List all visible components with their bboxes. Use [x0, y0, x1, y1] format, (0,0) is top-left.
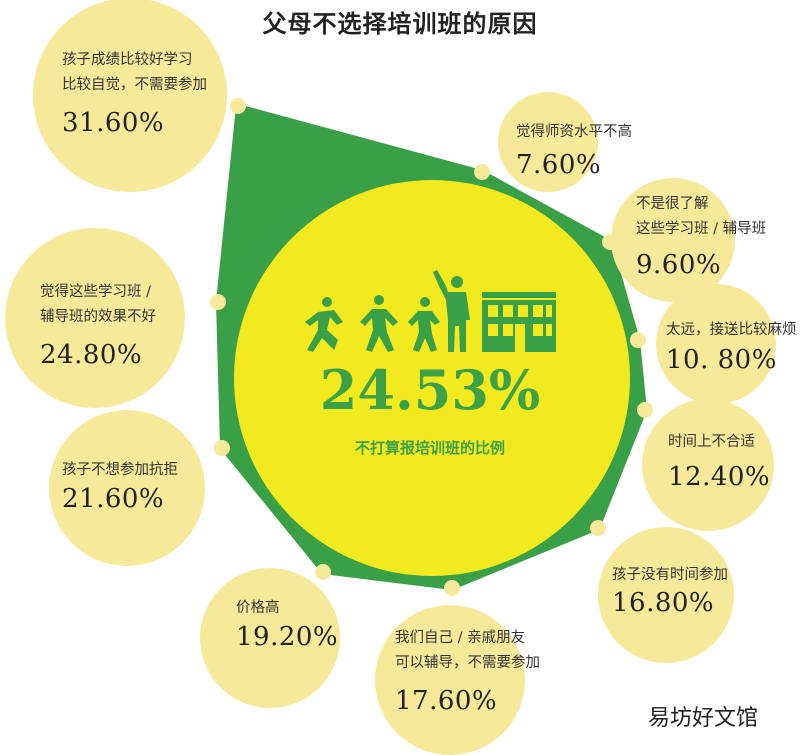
reason-label-line: 辅导班的效果不好 [40, 309, 156, 325]
running-figure-icon [305, 297, 343, 352]
reason-label-line: 孩子没有时间参加 [612, 567, 728, 583]
reason-label: 时间上不合适 [668, 430, 755, 455]
center-circle [234, 180, 630, 576]
vertex-dot [630, 332, 646, 348]
reason-bubble [642, 399, 774, 531]
reason-label-line: 比较自觉，不需要参加 [62, 77, 207, 93]
vertex-dots [210, 98, 653, 596]
reason-label-line: 太远，接送比较麻烦 [666, 322, 797, 338]
reason-label-line: 我们自己 / 亲戚朋友 [395, 630, 526, 646]
reason-label: 不是很了解这些学习班 / 辅导班 [636, 192, 766, 242]
reason-label: 孩子不想参加抗拒 [62, 458, 178, 483]
reason-label-line: 孩子成绩比较好学习 [62, 52, 193, 68]
reason-label-line: 孩子不想参加抗拒 [62, 462, 178, 478]
reason-value: 16.80% [612, 588, 715, 618]
reason-bubble [598, 527, 734, 663]
center-value: 24.53% [319, 358, 541, 422]
reason-value: 17.60% [395, 686, 498, 716]
reason-bubble [375, 605, 525, 755]
reason-value: 19.20% [236, 622, 339, 652]
vertex-dot [210, 294, 226, 310]
reason-value: 10. 80% [666, 345, 777, 375]
teacher-figure-icon [433, 270, 470, 352]
reason-label-line: 价格高 [236, 600, 280, 616]
reason-value: 31.60% [62, 108, 165, 138]
reason-bubble [200, 568, 340, 708]
vertex-dot [315, 564, 331, 580]
reason-bubble [5, 228, 185, 408]
reason-label-line: 这些学习班 / 辅导班 [636, 221, 767, 237]
school-building-icon [482, 292, 556, 352]
reason-label-line: 不是很了解 [636, 196, 709, 212]
reason-bubble [611, 178, 735, 302]
walking-figure-icon [360, 295, 398, 352]
vertex-dot [214, 440, 230, 456]
reason-label: 太远，接送比较麻烦 [666, 318, 797, 343]
watermark: 易坊好文馆 [648, 706, 759, 731]
reason-label: 价格高 [236, 596, 280, 621]
walking-figure-icon [408, 297, 440, 352]
reason-value: 21.60% [62, 484, 165, 514]
reason-value: 24.80% [40, 340, 143, 370]
reason-label: 觉得师资水平不高 [516, 120, 632, 145]
vertex-dot [637, 402, 653, 418]
reason-label-line: 觉得这些学习班 / [40, 284, 151, 300]
reason-value: 9.60% [636, 250, 722, 280]
reason-label: 孩子没有时间参加 [612, 563, 728, 588]
reason-label-line: 时间上不合适 [668, 434, 755, 450]
reason-bubble [656, 284, 776, 404]
vertex-dot [474, 164, 490, 180]
reason-bubble [33, 0, 227, 192]
vertex-dot [230, 98, 246, 114]
center-caption: 不打算报培训班的比例 [354, 439, 505, 457]
reason-label: 觉得这些学习班 / 辅导班的效果不好 [40, 280, 156, 330]
reason-value: 12.40% [668, 462, 771, 492]
reason-label: 孩子成绩比较好学习 比较自觉，不需要参加 [62, 48, 207, 98]
reason-bubble [49, 410, 205, 566]
reason-bubble [498, 92, 598, 192]
reason-label-line: 觉得师资水平不高 [516, 124, 632, 140]
chart-title: 父母不选择培训班的原因 [262, 9, 538, 38]
reason-value: 7.60% [516, 150, 602, 180]
reason-label-line: 可以辅导，不需要参加 [395, 655, 540, 671]
reason-label: 我们自己 / 亲戚朋友 可以辅导，不需要参加 [395, 626, 540, 676]
vertex-dot [444, 580, 460, 596]
vertex-dot [590, 520, 606, 536]
